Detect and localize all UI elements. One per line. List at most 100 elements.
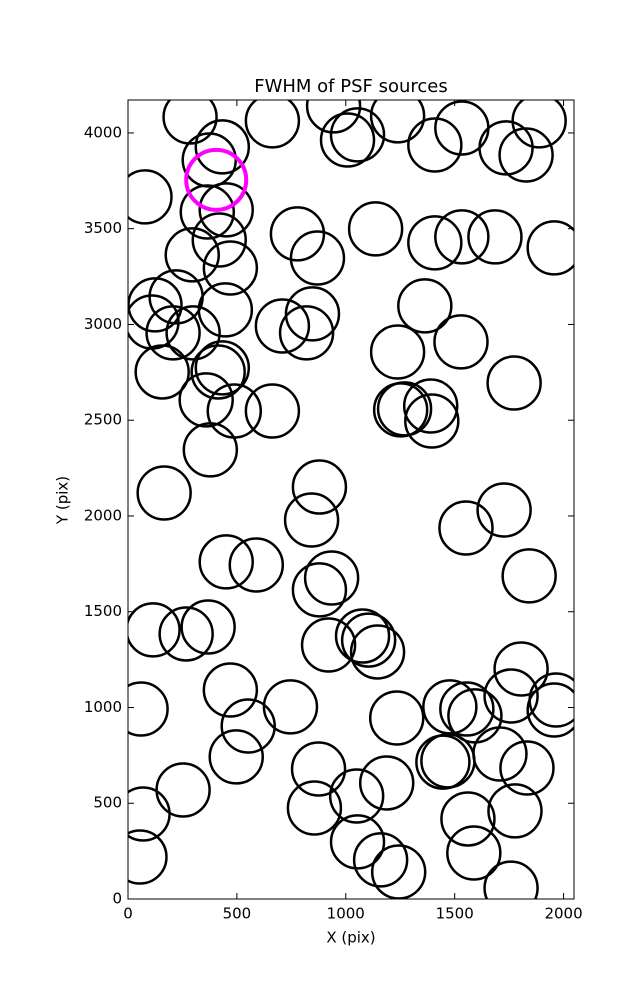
source-marker <box>165 305 221 361</box>
source-marker <box>128 602 181 658</box>
source-marker <box>190 344 246 400</box>
x-tick-label: 2000 <box>544 905 582 923</box>
source-marker <box>178 372 234 428</box>
x-tick-label: 0 <box>123 905 133 923</box>
source-marker <box>284 286 341 342</box>
source-marker <box>319 112 376 168</box>
source-marker <box>499 740 555 796</box>
source-marker <box>440 791 496 847</box>
source-marker <box>191 212 247 268</box>
y-tick-label: 4000 <box>84 123 122 141</box>
source-marker <box>158 606 214 662</box>
source-marker <box>487 783 543 839</box>
y-axis-label: Y (pix) <box>54 476 72 525</box>
y-tick-label: 1000 <box>84 698 122 716</box>
source-marker <box>244 100 301 149</box>
source-marker <box>476 482 532 538</box>
y-tick-label: 1500 <box>84 602 122 620</box>
source-marker <box>439 681 495 737</box>
source-marker <box>404 393 460 449</box>
source-marker <box>486 355 542 411</box>
y-tick-label: 3000 <box>84 315 122 333</box>
source-marker <box>182 422 239 478</box>
source-marker <box>202 662 259 718</box>
source-marker <box>328 768 385 824</box>
source-marker <box>483 860 539 899</box>
source-marker <box>208 729 264 785</box>
source-marker <box>162 100 218 145</box>
source-marker <box>397 278 453 334</box>
source-marker <box>244 383 301 439</box>
source-marker <box>145 305 201 361</box>
source-marker <box>349 624 406 680</box>
y-tick-label: 3500 <box>84 219 122 237</box>
source-marker <box>498 127 554 183</box>
source-marker <box>278 305 335 361</box>
y-tick-label: 500 <box>93 794 122 812</box>
source-marker <box>228 537 285 593</box>
source-marker <box>422 679 478 735</box>
chart-title: FWHM of PSF sources <box>254 76 448 97</box>
source-marker <box>467 209 523 265</box>
source-marker <box>262 679 319 735</box>
source-marker <box>202 240 259 296</box>
source-marker <box>528 672 574 728</box>
source-marker <box>289 230 346 286</box>
x-tick-label: 1500 <box>436 905 474 923</box>
source-marker <box>526 220 574 276</box>
source-marker <box>438 500 494 556</box>
source-marker <box>347 201 404 257</box>
source-marker <box>291 459 348 515</box>
source-marker <box>290 741 347 797</box>
source-marker <box>128 786 171 842</box>
axes-frame <box>127 99 575 900</box>
source-marker <box>134 344 190 400</box>
source-marker <box>472 726 528 782</box>
source-marker <box>334 608 391 664</box>
source-marker <box>300 617 357 673</box>
source-marker <box>198 182 254 238</box>
source-marker <box>128 681 169 737</box>
source-marker <box>286 780 343 836</box>
source-marker <box>164 227 220 283</box>
plot-area <box>128 100 574 899</box>
source-marker <box>220 698 276 754</box>
source-marker <box>180 599 236 655</box>
source-marker <box>526 682 574 738</box>
source-marker <box>198 534 254 590</box>
source-marker <box>434 209 490 265</box>
source-marker <box>358 755 415 811</box>
source-marker <box>254 298 311 354</box>
source-marker <box>128 829 168 885</box>
x-axis-label: X (pix) <box>326 929 375 947</box>
source-marker <box>370 844 427 899</box>
source-marker <box>197 282 254 338</box>
source-marker <box>128 277 183 333</box>
y-tick-label: 2500 <box>84 411 122 429</box>
source-marker <box>368 690 425 746</box>
source-marker <box>303 550 360 606</box>
y-tick-label: 0 <box>112 890 122 908</box>
source-marker <box>478 120 534 176</box>
x-tick-label: 500 <box>223 905 252 923</box>
source-marker <box>369 100 426 144</box>
source-marker <box>283 492 340 548</box>
source-marker <box>179 184 236 240</box>
source-marker <box>305 100 362 134</box>
source-marker <box>194 340 251 396</box>
source-marker <box>511 100 567 149</box>
source-marker <box>433 314 489 370</box>
source-marker <box>446 825 502 881</box>
source-marker <box>352 832 409 888</box>
source-marker <box>407 215 463 271</box>
x-tick-label: 1000 <box>327 905 365 923</box>
source-marker <box>194 119 251 175</box>
source-marker <box>340 612 397 668</box>
source-marker <box>402 378 459 434</box>
source-marker <box>483 668 539 724</box>
source-marker <box>501 548 557 604</box>
highlighted-source <box>184 147 249 212</box>
source-marker <box>291 562 348 618</box>
